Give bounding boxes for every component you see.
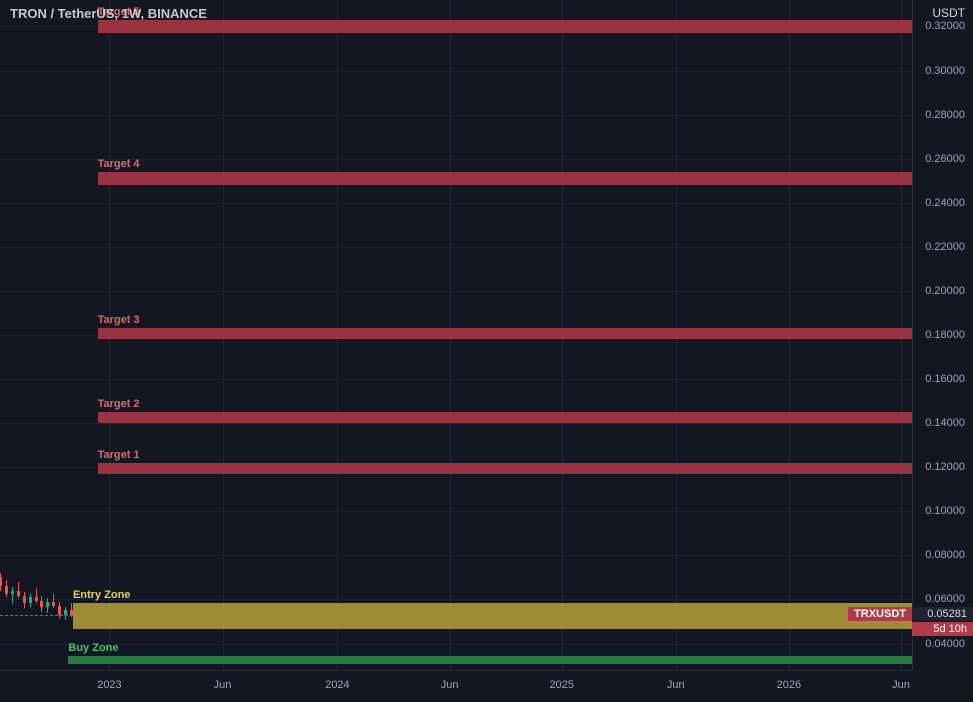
y-tick-label: 0.14000 (925, 417, 965, 429)
candle-body[interactable] (46, 602, 49, 608)
gridline-h (0, 247, 912, 248)
gridline-h (0, 599, 912, 600)
y-tick-label: 0.22000 (925, 241, 965, 253)
gridline-h (0, 379, 912, 380)
gridline-h (0, 291, 912, 292)
target-4-zone[interactable] (98, 172, 912, 185)
x-tick-label: Jun (441, 679, 459, 691)
candle-body[interactable] (64, 610, 67, 614)
candle-body[interactable] (23, 596, 26, 603)
x-tick-label: 2024 (325, 679, 349, 691)
y-tick-label: 0.12000 (925, 461, 965, 473)
entry-zone-label: Entry Zone (73, 589, 130, 603)
y-tick-label: 0.30000 (925, 65, 965, 77)
target-1-zone[interactable] (98, 463, 912, 474)
y-tick-label: 0.26000 (925, 153, 965, 165)
x-tick-label: Jun (214, 679, 232, 691)
candle-body[interactable] (29, 597, 32, 603)
candle-body[interactable] (40, 601, 43, 608)
y-tick-label: 0.24000 (925, 197, 965, 209)
target-4-label: Target 4 (98, 158, 140, 172)
y-tick-label: 0.04000 (925, 638, 965, 650)
entry-zone-zone[interactable] (73, 603, 912, 629)
x-tick-label: 2023 (97, 679, 121, 691)
gridline-h (0, 644, 912, 645)
countdown-tag: 5d 10h (912, 622, 973, 636)
x-tick-label: 2025 (550, 679, 574, 691)
chart-container: TRON / TetherUS, 1W, BINANCE Target 5Tar… (0, 0, 973, 702)
target-2-label: Target 2 (98, 398, 140, 412)
target-2-zone[interactable] (98, 412, 912, 423)
candle-body[interactable] (35, 597, 38, 600)
candle-body[interactable] (52, 602, 55, 606)
x-tick-label: 2026 (777, 679, 801, 691)
y-tick-label: 0.18000 (925, 329, 965, 341)
candle-body[interactable] (58, 606, 61, 615)
candle-wick (36, 588, 37, 602)
target-5-zone[interactable] (98, 20, 912, 33)
gridline-h (0, 71, 912, 72)
candle-body[interactable] (5, 586, 8, 594)
candle-body[interactable] (17, 591, 20, 597)
y-tick-label: 0.08000 (925, 549, 965, 561)
buy-zone-zone[interactable] (68, 656, 912, 665)
y-tick-label: 0.20000 (925, 285, 965, 297)
chart-plot-area[interactable]: Target 5Target 4Target 3Target 2Target 1… (0, 0, 912, 670)
symbol-tag[interactable]: TRXUSDT (848, 607, 912, 621)
y-axis-title: USDT (932, 6, 965, 20)
target-3-zone[interactable] (98, 328, 912, 339)
y-tick-label: 0.28000 (925, 109, 965, 121)
target-3-label: Target 3 (98, 314, 140, 328)
candle-body[interactable] (11, 591, 14, 594)
current-price-line (0, 615, 73, 616)
x-tick-label: Jun (667, 679, 685, 691)
y-tick-label: 0.10000 (925, 505, 965, 517)
candle-body[interactable] (0, 577, 2, 586)
x-axis[interactable]: 2023 Jun 2024 Jun 2025 Jun 2026 Jun (0, 670, 912, 702)
current-price-value: 0.05281 (912, 607, 973, 621)
y-axis[interactable]: USDT 0.04000 0.06000 0.08000 0.10000 0.12000… (912, 0, 973, 670)
gridline-h (0, 555, 912, 556)
target-1-label: Target 1 (98, 449, 140, 463)
gridline-h (0, 423, 912, 424)
y-tick-label: 0.32000 (925, 20, 965, 32)
chart-title: TRON / TetherUS, 1W, BINANCE (10, 6, 207, 21)
gridline-h (0, 511, 912, 512)
x-tick-label: Jun (892, 679, 910, 691)
gridline-h (0, 203, 912, 204)
buy-zone-label: Buy Zone (68, 642, 118, 656)
gridline-h (0, 115, 912, 116)
y-tick-label: 0.16000 (925, 373, 965, 385)
y-tick-label: 0.06000 (925, 593, 965, 605)
